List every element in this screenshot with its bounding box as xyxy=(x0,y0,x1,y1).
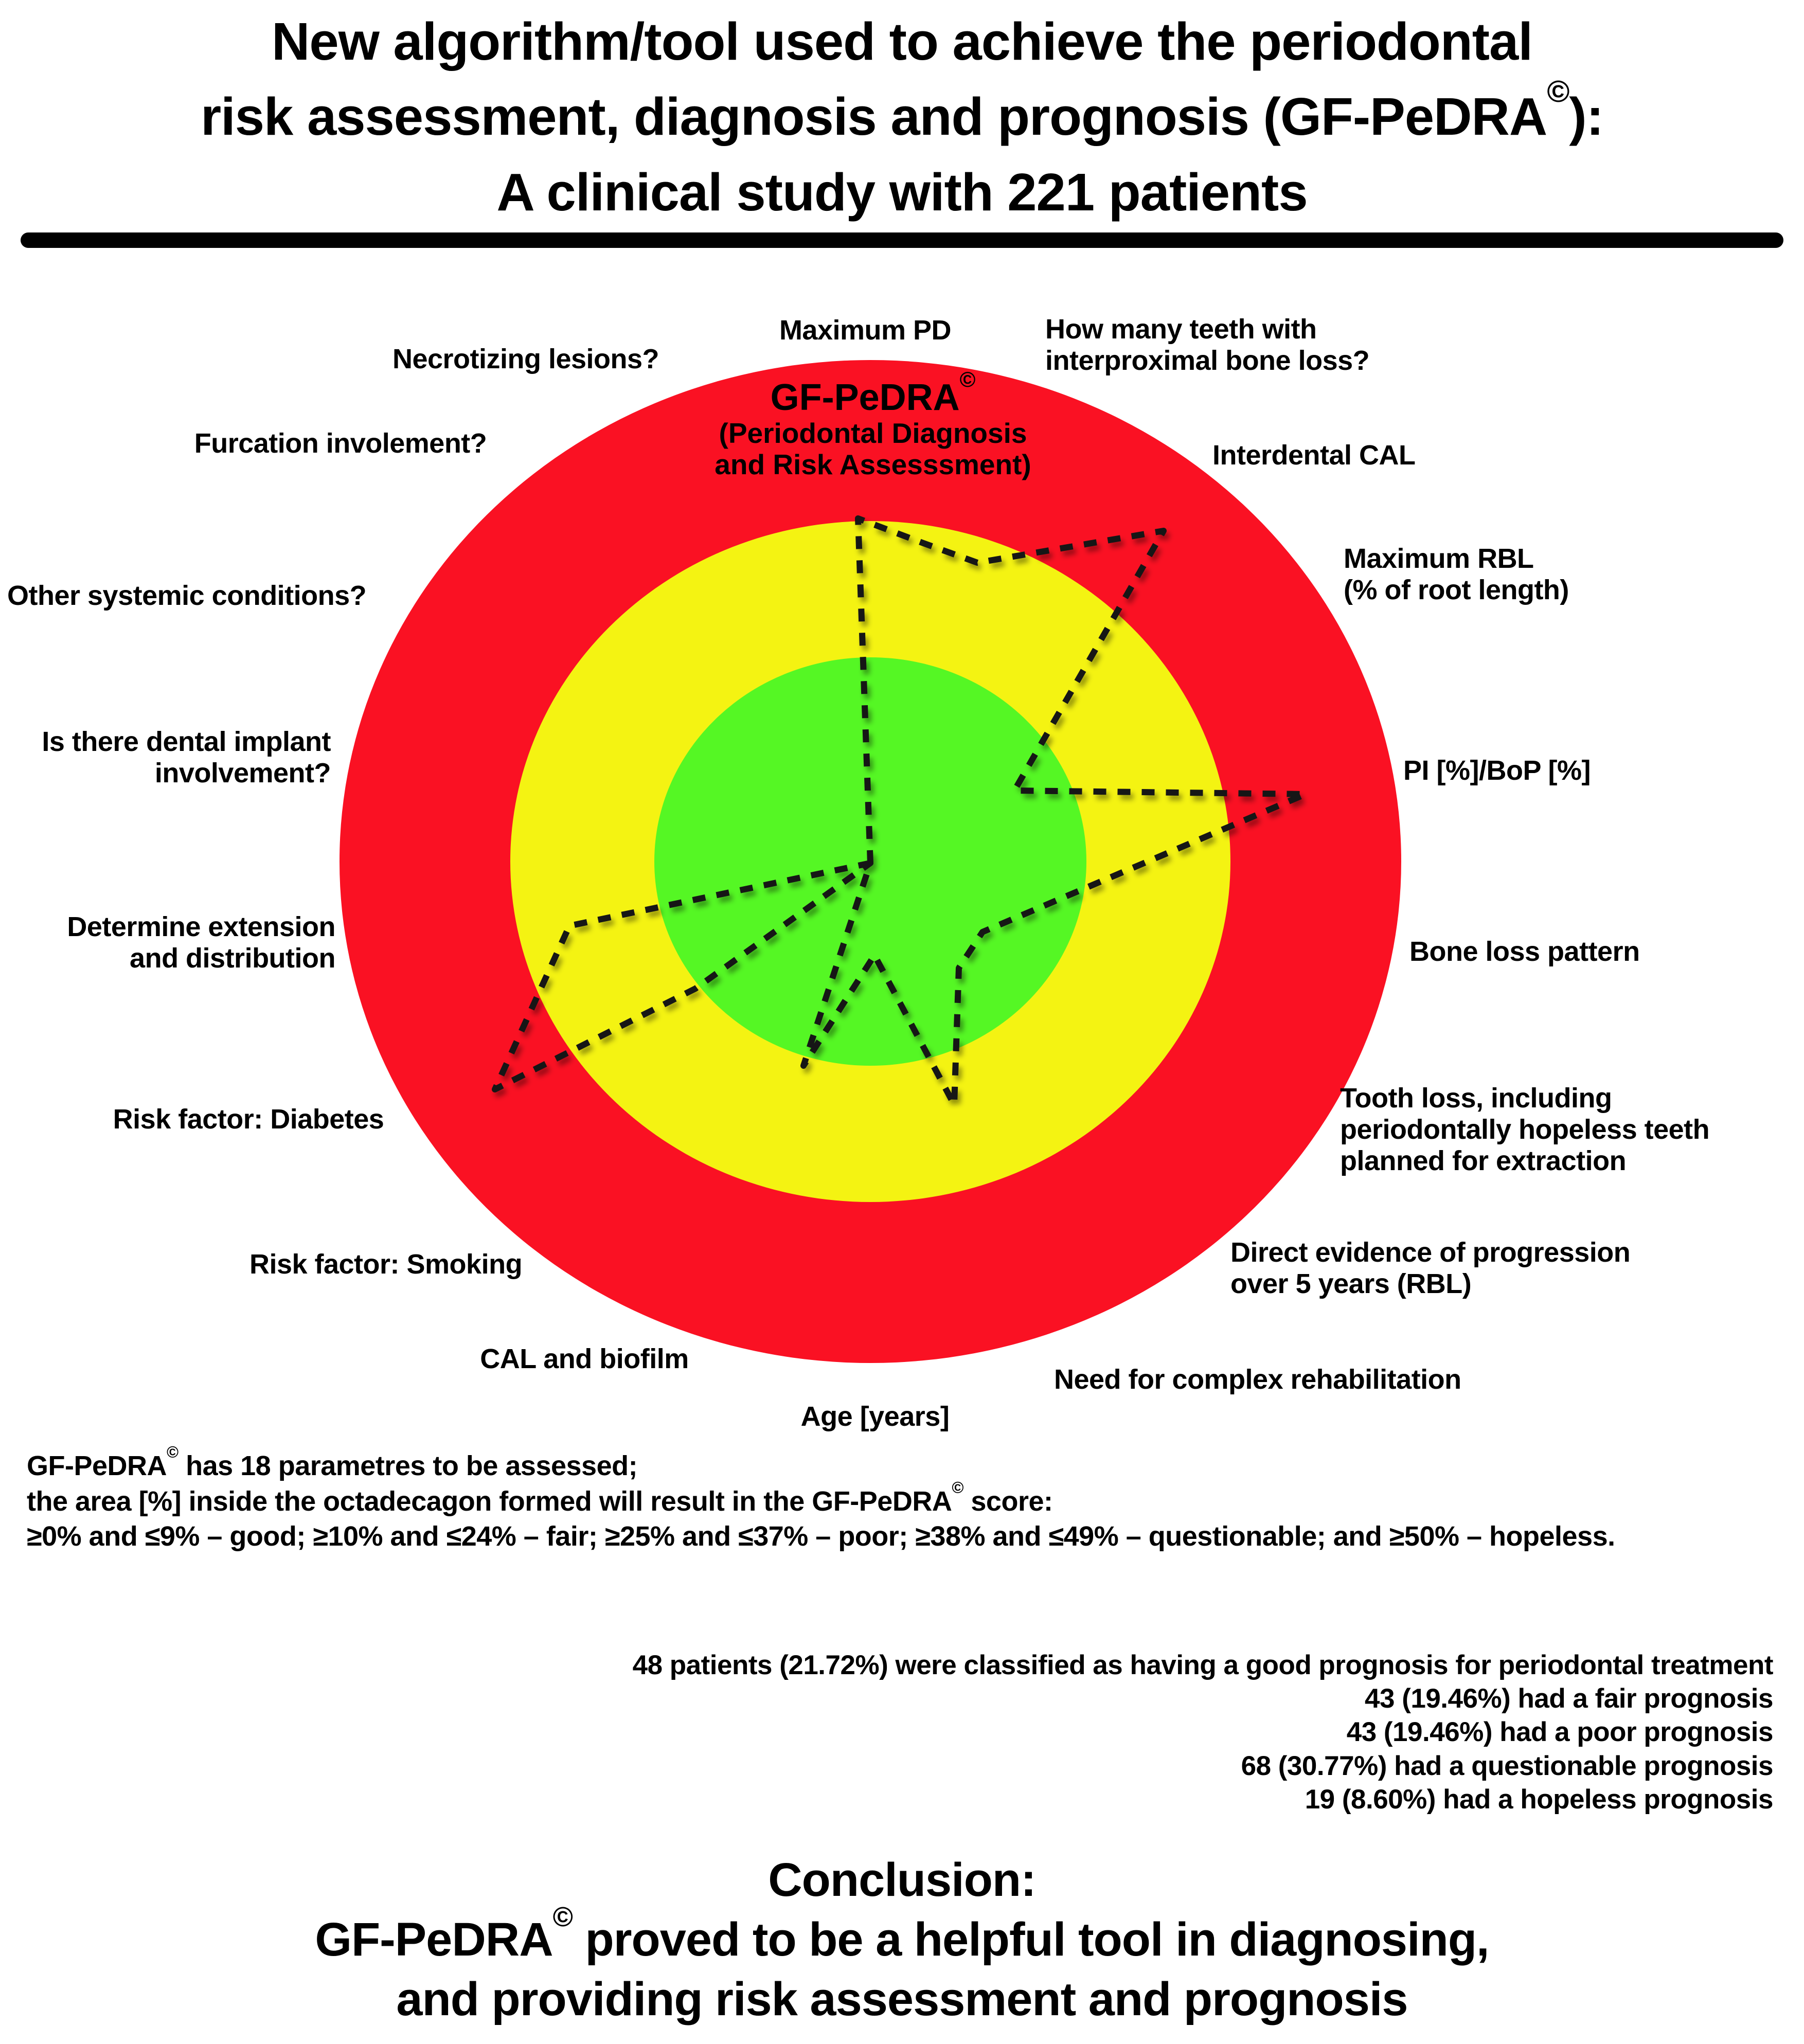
param-label-necrotizing-lesions: Necrotizing lesions? xyxy=(392,344,659,374)
param-label-furcation: Furcation involement? xyxy=(194,428,487,459)
score-description: GF-PeDRA© has 18 parametres to be assess… xyxy=(27,1443,1786,1554)
page-title-line3: A clinical study with 221 patients xyxy=(496,162,1308,222)
conclusion-line3: and providing risk assessment and progno… xyxy=(396,1973,1408,2025)
param-label-age: Age [years] xyxy=(800,1401,950,1432)
diagram-subtitle-line2: and Risk Assesssment) xyxy=(715,449,1031,481)
param-label-maximum-rbl: Maximum RBL (% of root length) xyxy=(1344,543,1569,606)
copyright-symbol: © xyxy=(959,367,976,391)
result-hopeless: 19 (8.60%) had a hopeless prognosis xyxy=(1305,1784,1774,1815)
page-title-line1: New algorithm/tool used to achieve the p… xyxy=(272,12,1533,71)
param-label-bone-loss-pattern: Bone loss pattern xyxy=(1409,936,1640,967)
param-label-dental-implant: Is there dental implant involvement? xyxy=(42,726,331,789)
param-label-direct-evidence: Direct evidence of progression over 5 ye… xyxy=(1230,1237,1631,1300)
copyright-symbol: © xyxy=(167,1443,178,1461)
result-poor: 43 (19.46%) had a poor prognosis xyxy=(1346,1717,1774,1748)
score-description-line2: the area [%] inside the octadecagon form… xyxy=(27,1478,1053,1517)
param-label-extension-distribution: Determine extension and distribution xyxy=(67,911,335,974)
param-label-complex-rehabilitation: Need for complex rehabilitation xyxy=(1054,1364,1461,1395)
results-block: 48 patients (21.72%) were classified as … xyxy=(24,1648,1774,1816)
param-label-smoking: Risk factor: Smoking xyxy=(249,1249,523,1280)
diagram-title: GF-PeDRA© xyxy=(770,367,976,418)
param-label-teeth-interproximal: How many teeth with interproximal bone l… xyxy=(1045,314,1370,376)
param-label-other-systemic: Other systemic conditions? xyxy=(7,580,367,611)
copyright-symbol: © xyxy=(1547,74,1569,109)
diagram-center-label: GF-PeDRA© (Periodontal Diagnosis and Ris… xyxy=(715,367,1031,481)
conclusion-block: Conclusion: GF-PeDRA© proved to be a hel… xyxy=(0,1851,1804,2030)
param-label-maximum-pd: Maximum PD xyxy=(779,315,952,346)
result-good: 48 patients (21.72%) were classified as … xyxy=(632,1650,1774,1680)
conclusion-line2: GF-PeDRA© proved to be a helpful tool in… xyxy=(315,1902,1489,1966)
param-label-diabetes: Risk factor: Diabetes xyxy=(113,1104,384,1135)
conclusion-heading: Conclusion: xyxy=(768,1854,1037,1906)
param-label-interdental-cal: Interdental CAL xyxy=(1212,440,1416,471)
copyright-symbol: © xyxy=(952,1478,963,1497)
title-divider xyxy=(21,232,1783,248)
page-title-line2: risk assessment, diagnosis and prognosis… xyxy=(201,74,1604,147)
result-questionable: 68 (30.77%) had a questionable prognosis xyxy=(1241,1750,1774,1781)
page-title: New algorithm/tool used to achieve the p… xyxy=(0,4,1804,230)
copyright-symbol: © xyxy=(552,1902,573,1932)
score-description-line3: ≥0% and ≤9% – good; ≥10% and ≤24% – fair… xyxy=(27,1521,1615,1552)
diagram-subtitle-line1: (Periodontal Diagnosis xyxy=(719,417,1027,449)
param-label-pi-bop: PI [%]/BoP [%] xyxy=(1403,755,1591,786)
risk-wheel-diagram xyxy=(340,360,1401,1363)
param-label-cal-biofilm: CAL and biofilm xyxy=(480,1343,689,1374)
param-label-tooth-loss: Tooth loss, including periodontally hope… xyxy=(1340,1083,1710,1177)
score-description-line1: GF-PeDRA© has 18 parametres to be assess… xyxy=(27,1443,638,1481)
result-fair: 43 (19.46%) had a fair prognosis xyxy=(1365,1683,1773,1714)
octadecagon-score-polygon xyxy=(492,515,1309,1108)
